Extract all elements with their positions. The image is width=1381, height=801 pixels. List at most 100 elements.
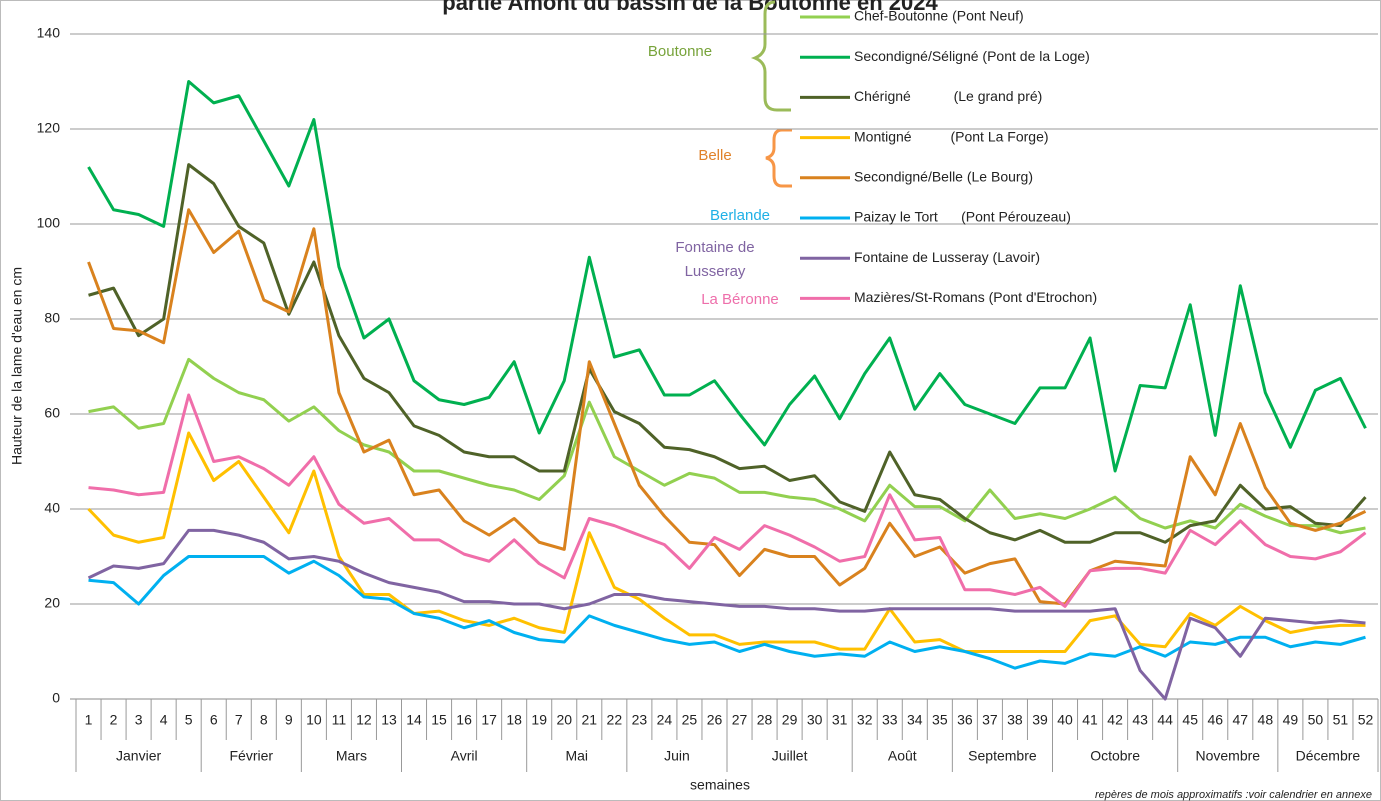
month-label: Mars [336,748,367,764]
y-tick-label: 80 [44,310,60,326]
x-tick-label: 39 [1032,712,1048,728]
month-label: Août [888,748,917,764]
x-tick-label: 32 [857,712,873,728]
x-tick-label: 31 [832,712,848,728]
x-tick-label: 37 [982,712,998,728]
x-tick-label: 25 [682,712,698,728]
x-tick-label: 50 [1308,712,1324,728]
x-tick-label: 22 [607,712,623,728]
month-label: Février [229,748,273,764]
x-tick-label: 48 [1258,712,1274,728]
x-tick-label: 46 [1207,712,1223,728]
month-label: Juin [664,748,690,764]
legend-group: Fontaine de Lusseray [675,239,755,280]
month-label: Juillet [772,748,808,764]
x-tick-label: 2 [110,712,118,728]
x-tick-label: 38 [1007,712,1023,728]
brace-belle [765,128,792,188]
x-tick-label: 17 [481,712,497,728]
series-line [87,80,1367,473]
legend-label: Montigné (Pont La Forge) [854,128,1049,144]
x-tick-label: 14 [406,712,422,728]
x-tick-label: 41 [1082,712,1098,728]
series-line [88,357,1366,535]
x-tick-label: 5 [185,712,193,728]
x-tick-label: 16 [456,712,472,728]
x-tick-label: 42 [1107,712,1123,728]
month-label: Novembre [1195,748,1260,764]
legend-label: Secondigné/Séligné (Pont de la Loge) [854,48,1090,64]
x-tick-label: 19 [531,712,547,728]
legend-group: Berlande [709,207,771,224]
x-tick-label: 3 [135,712,143,728]
x-tick-label: 8 [260,712,268,728]
x-tick-label: 7 [235,712,243,728]
legend-group: Belle [698,147,732,164]
x-tick-label: 35 [932,712,948,728]
y-tick-label: 0 [52,690,60,706]
series-line [88,393,1367,608]
chart-title: partie Amont du bassin de la Boutonne en… [442,0,938,15]
series-line [88,163,1367,544]
x-tick-label: 20 [556,712,572,728]
month-label: Mai [565,748,588,764]
series-line [87,208,1367,606]
x-tick-label: 12 [356,712,372,728]
legend-label: Secondigné/Belle (Le Bourg) [854,169,1033,185]
x-tick-label: 11 [332,712,347,728]
y-axis-label: Hauteur de la lame d'eau en cm [9,267,25,465]
x-tick-label: 34 [907,712,923,728]
x-tick-label: 51 [1333,712,1349,728]
legend-label: Mazières/St-Romans (Pont d'Etrochon) [854,289,1097,305]
x-tick-label: 49 [1283,712,1299,728]
month-label: Avril [451,748,478,764]
x-tick-label: 23 [632,712,648,728]
legend-label: Chérigné (Le grand pré) [854,88,1042,104]
x-tick-label: 29 [782,712,798,728]
legend-group: La Béronne [701,291,779,308]
x-tick-label: 44 [1157,712,1173,728]
x-tick-label: 6 [210,712,218,728]
legend-label: Paizay le Tort (Pont Pérouzeau) [854,209,1071,225]
y-tick-label: 120 [37,120,61,136]
series-line [87,528,1366,701]
x-tick-label: 43 [1132,712,1148,728]
x-tick-label: 4 [160,712,168,728]
legend-label: Chef-Boutonne (Pont Neuf) [854,8,1024,24]
x-axis-label: semaines [690,777,750,793]
x-tick-label: 40 [1057,712,1073,728]
x-tick-label: 18 [506,712,522,728]
x-tick-label: 24 [657,712,673,728]
x-tick-label: 36 [957,712,973,728]
x-tick-label: 47 [1232,712,1248,728]
month-label: Janvier [116,748,161,764]
legend-group: Boutonne [647,43,713,60]
x-tick-label: 26 [707,712,723,728]
month-label: Septembre [968,748,1037,764]
x-tick-label: 27 [732,712,748,728]
note: repères de mois approximatifs :voir cale… [1095,789,1372,801]
x-tick-label: 1 [85,712,93,728]
month-label: Octobre [1090,748,1140,764]
y-tick-label: 140 [37,25,61,41]
month-label: Décembre [1296,748,1361,764]
x-tick-label: 10 [306,712,322,728]
x-tick-label: 52 [1358,712,1374,728]
x-tick-label: 9 [285,712,293,728]
series-line [87,431,1366,653]
x-tick-label: 28 [757,712,773,728]
y-tick-label: 60 [44,405,60,421]
y-tick-label: 20 [44,595,60,611]
x-tick-label: 33 [882,712,898,728]
x-tick-label: 30 [807,712,823,728]
x-tick-label: 45 [1182,712,1198,728]
x-tick-label: 15 [431,712,447,728]
series-line [88,555,1366,670]
x-tick-label: 21 [581,712,597,728]
legend-label: Fontaine de Lusseray (Lavoir) [854,249,1040,265]
brace-boutonne [750,0,791,112]
x-tick-label: 13 [381,712,397,728]
